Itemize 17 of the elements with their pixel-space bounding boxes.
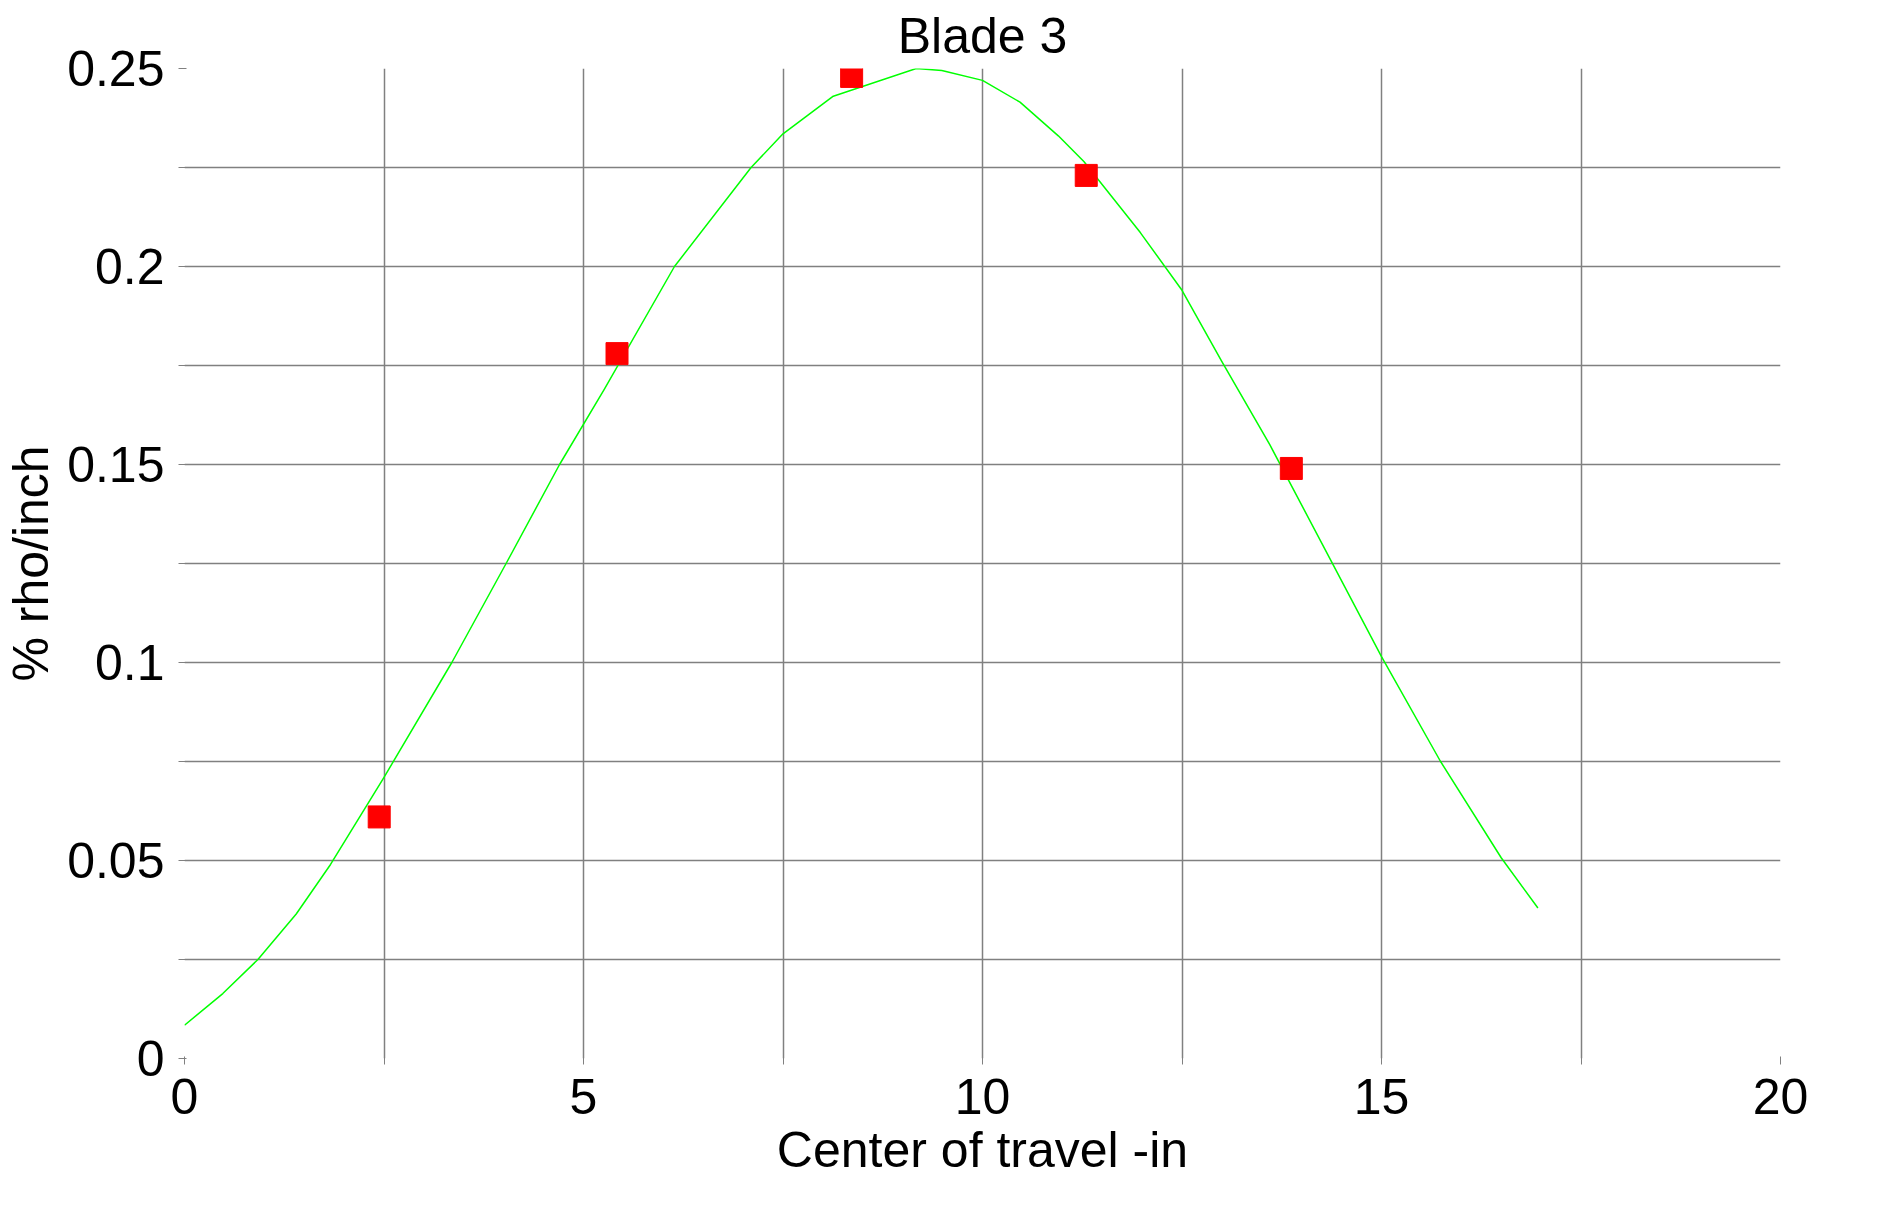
point (1279, 456, 1303, 480)
point (605, 342, 629, 366)
y-tick-label: 0.25 (67, 41, 165, 97)
y-tick-label: 0.2 (94, 239, 165, 295)
y-axis-title: % rho/inch (3, 445, 60, 682)
x-tick-label: 5 (569, 1068, 598, 1125)
x-tick-label: 15 (1353, 1068, 1410, 1125)
y-tick-label: 0.05 (67, 833, 165, 889)
point (840, 68, 864, 88)
x-tick-label: 20 (1752, 1068, 1809, 1125)
y-tick-label: 0 (136, 1031, 165, 1087)
line-series (184, 68, 1539, 1026)
y-tick-label: 0.1 (94, 635, 165, 691)
y-tick-label: 0.15 (67, 437, 165, 493)
point (367, 805, 391, 829)
point (1074, 163, 1098, 187)
chart-title: Blade 3 (897, 7, 1068, 64)
